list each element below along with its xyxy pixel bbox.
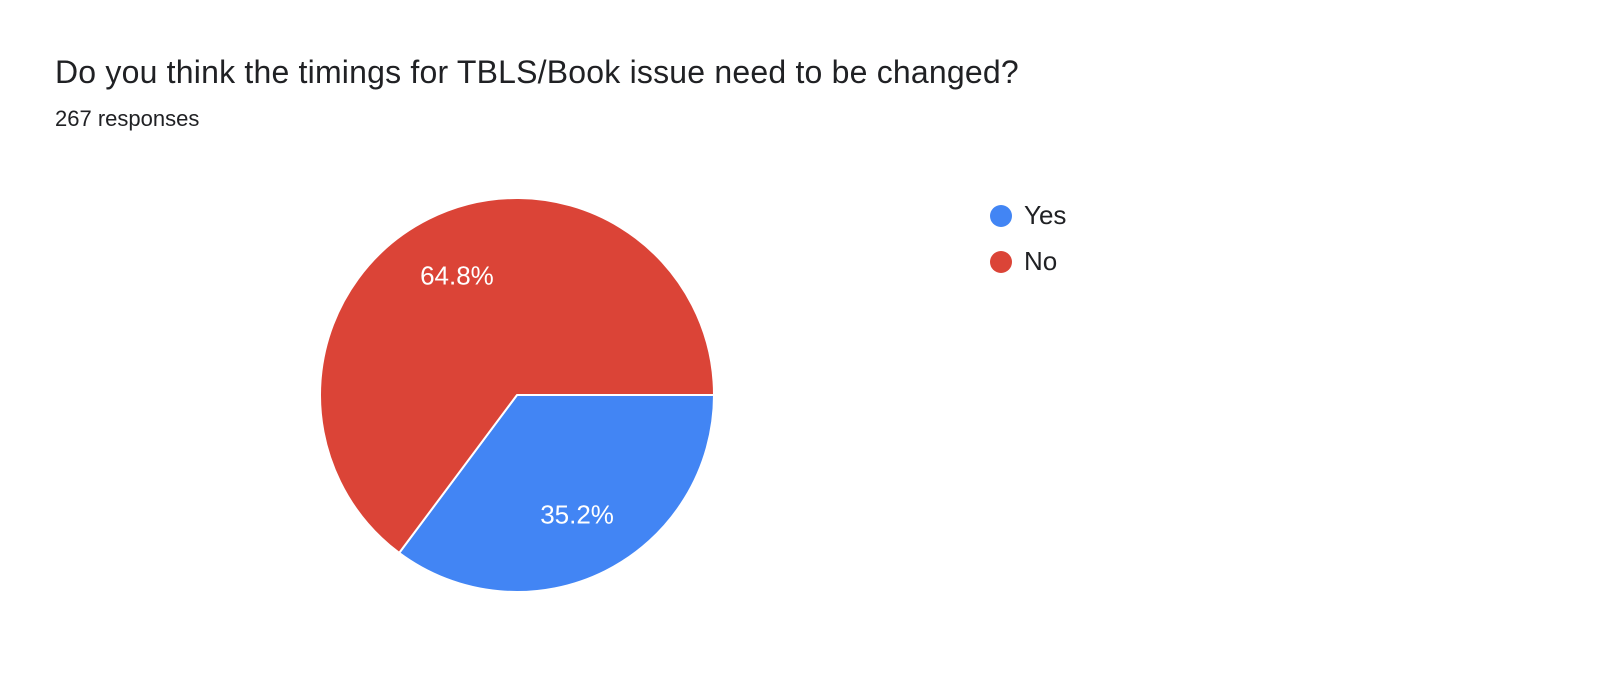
- legend-item-yes: Yes: [990, 200, 1066, 231]
- pie-slice-no[interactable]: [319, 197, 715, 554]
- pie-slice-yes[interactable]: [398, 394, 715, 594]
- chart-legend: Yes No: [990, 200, 1066, 277]
- response-count: 267 responses: [55, 106, 200, 131]
- pie-chart-svg: 35.2% 64.8%: [319, 197, 715, 594]
- pie-slice-percentage-label: 64.8%: [420, 260, 494, 290]
- legend-item-no: No: [990, 246, 1066, 277]
- question-title: Do you think the timings for TBLS/Book i…: [55, 54, 1019, 90]
- legend-label-no: No: [1024, 246, 1058, 276]
- legend-label-yes: Yes: [1024, 200, 1067, 230]
- pie-chart: 35.2% 64.8%: [317, 195, 717, 595]
- pie-slice-percentage-label: 35.2%: [540, 500, 614, 530]
- legend-swatch-yes-icon: [990, 204, 1012, 227]
- legend-swatch-no-icon: [990, 250, 1012, 273]
